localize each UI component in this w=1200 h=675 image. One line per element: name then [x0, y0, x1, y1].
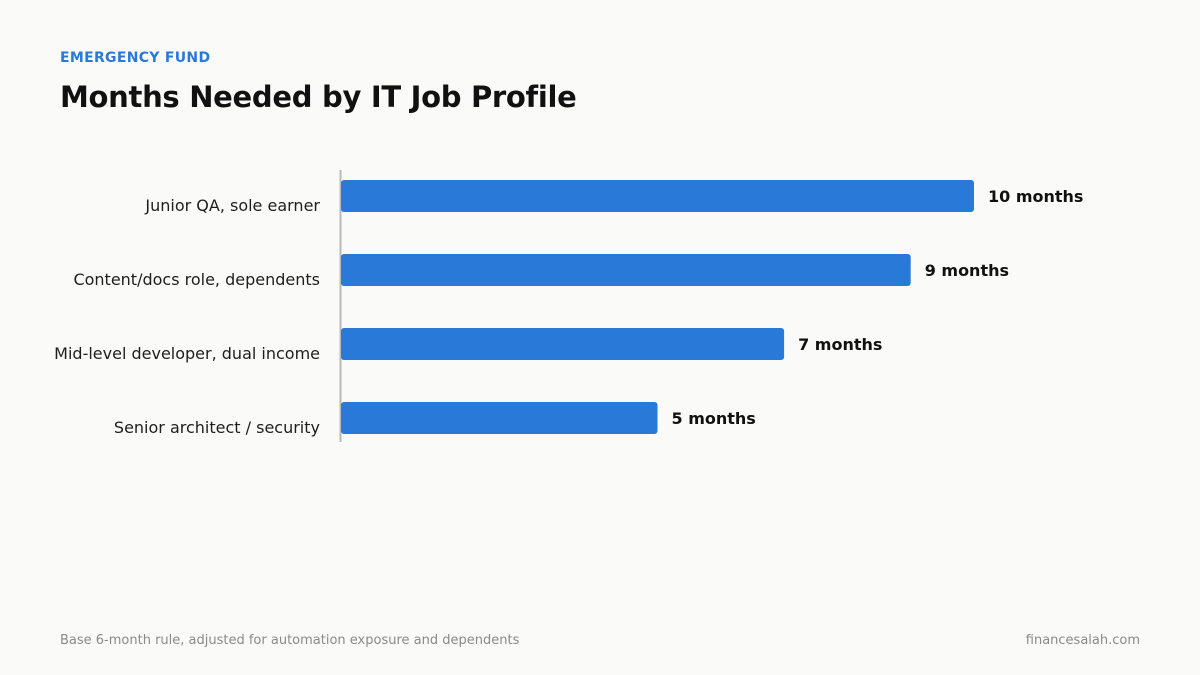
- category-label: Senior architect / security: [114, 418, 320, 437]
- footnote: Base 6-month rule, adjusted for automati…: [60, 633, 520, 648]
- bar: [341, 180, 974, 212]
- bar: [341, 328, 785, 360]
- bar-group: Mid-level developer, dual income 7 months: [54, 328, 882, 363]
- value-label: 5 months: [672, 409, 756, 428]
- bar-group: Junior QA, sole earner 10 months: [144, 180, 1083, 215]
- bar-group: Senior architect / security 5 months: [114, 402, 756, 437]
- value-label: 10 months: [988, 187, 1083, 206]
- bar: [341, 254, 911, 286]
- chart-title: Months Needed by IT Job Profile: [60, 80, 577, 114]
- value-label: 9 months: [925, 261, 1009, 280]
- category-label: Content/docs role, dependents: [73, 270, 320, 289]
- chart-eyebrow: EMERGENCY FUND: [60, 50, 211, 66]
- category-label: Junior QA, sole earner: [144, 196, 320, 215]
- bar-group: Content/docs role, dependents 9 months: [73, 254, 1009, 289]
- value-label: 7 months: [798, 335, 882, 354]
- source-credit: financesalah.com: [1025, 633, 1140, 648]
- category-label: Mid-level developer, dual income: [54, 344, 320, 363]
- bar: [341, 402, 658, 434]
